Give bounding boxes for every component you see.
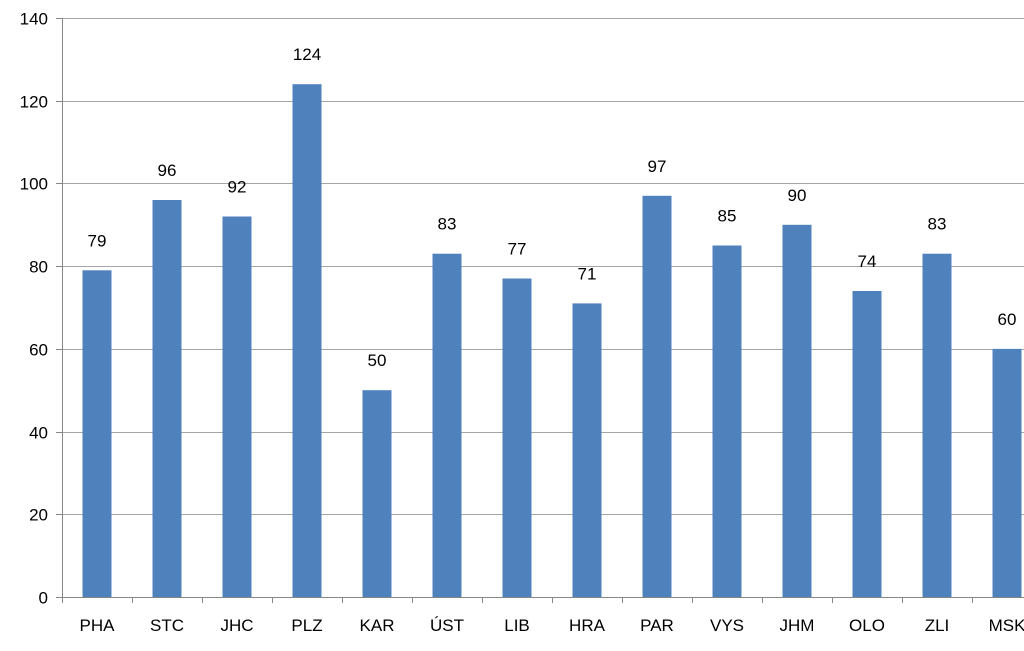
data-label: 92 bbox=[228, 178, 247, 197]
data-label: 97 bbox=[648, 157, 667, 176]
gridlines bbox=[62, 18, 1024, 515]
y-tick-label: 40 bbox=[29, 424, 48, 443]
bar bbox=[712, 245, 742, 597]
data-label: 85 bbox=[718, 207, 737, 226]
bar bbox=[782, 224, 812, 598]
data-label: 124 bbox=[293, 45, 321, 64]
x-tick-label: HRA bbox=[569, 616, 606, 635]
data-label: 50 bbox=[368, 351, 387, 370]
x-tick-label: PHA bbox=[80, 616, 116, 635]
bar bbox=[992, 348, 1022, 597]
x-tick-label: OLO bbox=[849, 616, 885, 635]
data-label: 83 bbox=[438, 215, 457, 234]
x-tick-label: JHM bbox=[780, 616, 815, 635]
bar bbox=[502, 278, 532, 597]
x-tick-label: MSK bbox=[989, 616, 1024, 635]
bar bbox=[852, 291, 882, 597]
y-tick-label: 80 bbox=[29, 258, 48, 277]
bar bbox=[642, 195, 672, 598]
bar bbox=[922, 253, 952, 597]
x-tick-label: ZLI bbox=[925, 616, 950, 635]
bar bbox=[572, 303, 602, 597]
x-tick-label: LIB bbox=[504, 616, 530, 635]
y-tick-label: 140 bbox=[20, 10, 48, 29]
data-label: 74 bbox=[858, 252, 877, 271]
data-label: 60 bbox=[998, 310, 1017, 329]
data-label: 71 bbox=[578, 264, 597, 283]
data-label: 96 bbox=[158, 161, 177, 180]
bar bbox=[362, 390, 392, 597]
bar bbox=[82, 270, 112, 597]
bar bbox=[432, 253, 462, 597]
y-tick-label: 0 bbox=[39, 589, 48, 608]
bar bbox=[222, 216, 252, 597]
y-tick-label: 60 bbox=[29, 341, 48, 360]
y-tick-label: 100 bbox=[20, 175, 48, 194]
x-tick-label: VYS bbox=[710, 616, 744, 635]
x-tick-label: JHC bbox=[220, 616, 253, 635]
data-label: 77 bbox=[508, 240, 527, 259]
x-tick-label: STC bbox=[150, 616, 184, 635]
data-label: 83 bbox=[928, 215, 947, 234]
x-tick-label: KAR bbox=[360, 616, 395, 635]
y-tick-label: 120 bbox=[20, 93, 48, 112]
bar bbox=[152, 200, 182, 597]
x-tick-label: PAR bbox=[640, 616, 674, 635]
labels: 0 20 40 60 80 100 120 140 79 PHA 96 STC 92 JHC 124 PLZ 5… bbox=[20, 10, 1024, 636]
axes bbox=[56, 18, 1024, 603]
x-tick-label: PLZ bbox=[291, 616, 322, 635]
bar bbox=[292, 84, 322, 597]
data-label: 79 bbox=[88, 231, 107, 250]
x-tick-label: ÚST bbox=[430, 616, 464, 635]
bars bbox=[82, 84, 1022, 598]
y-tick-label: 20 bbox=[29, 506, 48, 525]
data-label: 90 bbox=[788, 186, 807, 205]
